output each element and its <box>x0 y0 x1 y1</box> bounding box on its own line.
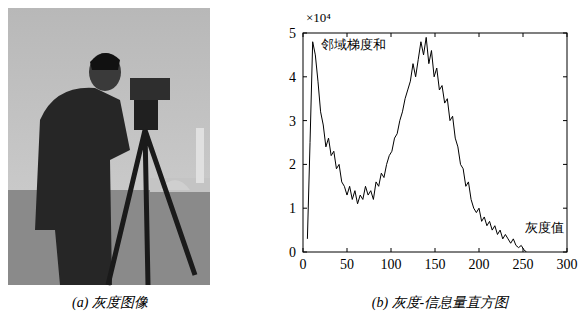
y-tick-label: 5 <box>289 26 296 41</box>
y-tick <box>303 76 307 77</box>
figure: 0 50 100 150 200 250 300 0 1 2 3 4 5 ×10⁴ 邻域梯度和灰度值 (a) … <box>0 0 581 320</box>
x-tick <box>303 248 304 252</box>
y-tick <box>303 164 307 165</box>
y-tick <box>563 252 567 253</box>
y-tick <box>303 252 307 253</box>
x-tick <box>435 33 436 37</box>
sky <box>8 8 210 285</box>
x-tick-label: 300 <box>557 257 578 272</box>
y-tick <box>563 120 567 121</box>
y-tick <box>303 33 307 34</box>
x-tick-label: 200 <box>469 257 490 272</box>
plot-frame <box>303 33 567 252</box>
x-tick <box>479 33 480 37</box>
y-exponent: ×10⁴ <box>306 10 331 25</box>
tower <box>196 128 204 183</box>
axes: 0 50 100 150 200 250 300 0 1 2 3 4 5 <box>289 26 578 272</box>
x-tick <box>479 248 480 252</box>
x-tick <box>567 248 568 252</box>
x-tick <box>347 248 348 252</box>
y-tick <box>303 208 307 209</box>
tripod <box>108 130 195 285</box>
hair <box>90 53 120 70</box>
x-tick <box>303 33 304 37</box>
x-tick-label: 50 <box>340 257 354 272</box>
x-tick <box>435 248 436 252</box>
camera <box>130 78 170 100</box>
x-tick <box>523 33 524 37</box>
y-tick <box>563 76 567 77</box>
x-label: 灰度值 <box>525 220 564 235</box>
y-tick-label: 3 <box>289 114 296 129</box>
data-line <box>307 37 526 252</box>
y-tick <box>303 120 307 121</box>
caption: (b) 灰度-信息量直方图 <box>372 295 510 311</box>
gray-image <box>8 8 210 285</box>
caption: (a) 灰度图像 <box>72 295 148 311</box>
x-tick-label: 150 <box>425 257 446 272</box>
y-tick <box>563 208 567 209</box>
y-label: 邻域梯度和 <box>321 37 386 52</box>
x-tick-label: 100 <box>381 257 402 272</box>
x-tick <box>391 248 392 252</box>
y-tick-label: 4 <box>289 70 296 85</box>
x-tick <box>567 33 568 37</box>
y-tick <box>563 164 567 165</box>
x-tick <box>391 33 392 37</box>
head <box>89 53 121 91</box>
y-tick <box>563 33 567 34</box>
plot-area <box>307 37 526 252</box>
y-tick-label: 0 <box>289 245 296 260</box>
y-tick-label: 2 <box>289 157 296 172</box>
x-tick-label: 250 <box>513 257 534 272</box>
y-tick-label: 1 <box>289 201 296 216</box>
camera-body <box>134 100 158 130</box>
x-tick-label: 0 <box>300 257 307 272</box>
